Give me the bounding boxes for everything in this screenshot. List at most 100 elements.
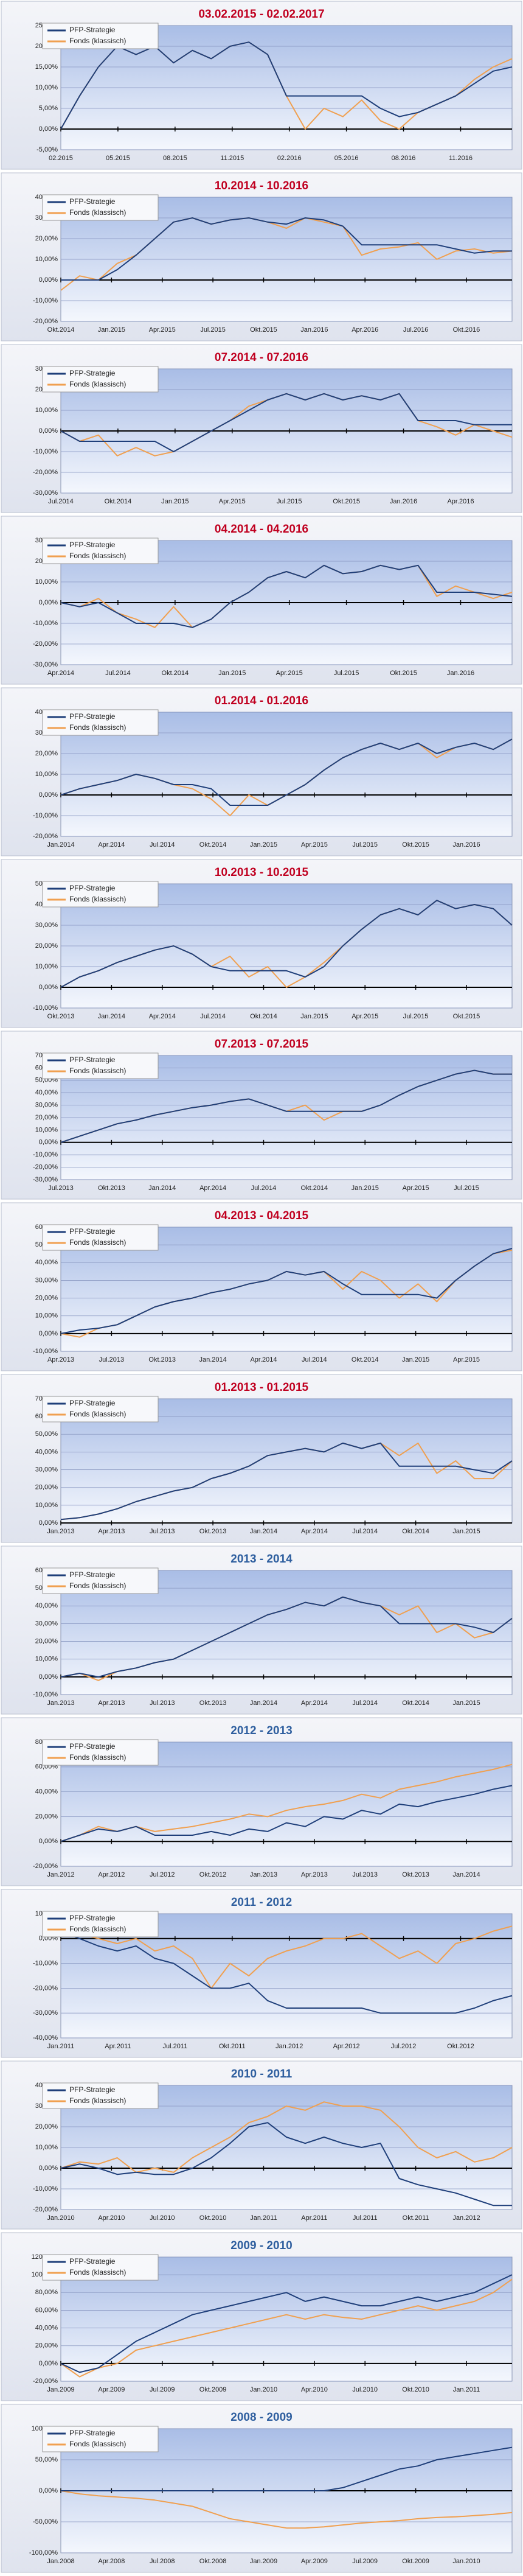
- y-tick-label: -10,00%: [33, 1960, 58, 1967]
- legend-label: Fonds (klassisch): [69, 1581, 126, 1590]
- x-tick-label: Jul.2015: [352, 841, 378, 849]
- x-tick-label: Jan.2012: [47, 1871, 74, 1878]
- y-tick-label: -40,00%: [33, 2034, 58, 2042]
- chart-title: 03.02.2015 - 02.02.2017: [198, 8, 324, 21]
- x-tick-label: Jul.2012: [150, 1871, 175, 1878]
- chart-title: 2009 - 2010: [230, 2239, 292, 2252]
- legend-label: Fonds (klassisch): [69, 2096, 126, 2105]
- x-tick-label: Jul.2013: [352, 1871, 378, 1878]
- x-tick-label: Apr.2014: [47, 670, 74, 677]
- legend-box: [42, 1052, 159, 1079]
- y-tick-label: 30,00%: [35, 1620, 58, 1627]
- x-tick-label: Apr.2015: [276, 670, 303, 677]
- y-tick-label: -10,00%: [33, 2185, 58, 2193]
- x-tick-label: Okt.2010: [402, 2386, 429, 2393]
- x-tick-label: Jan.2015: [218, 670, 246, 677]
- x-tick-label: Jul.2014: [105, 670, 131, 677]
- x-tick-label: Jan.2011: [47, 2043, 74, 2050]
- y-tick-label: 30,00%: [35, 922, 58, 929]
- legend-box: [42, 709, 159, 736]
- legend-label: PFP-Strategie: [69, 1399, 116, 1407]
- legend: PFP-Strategie Fonds (klassisch): [42, 2082, 159, 2109]
- x-tick-label: Apr.2010: [98, 2214, 125, 2222]
- y-tick-label: 0,00%: [39, 2165, 58, 2172]
- series-line: [60, 1069, 512, 1143]
- series-line: [61, 217, 512, 281]
- x-tick-label: Jul.2010: [150, 2214, 175, 2222]
- chart-title: 2011 - 2012: [231, 1896, 292, 1909]
- x-tick-label: Okt.2013: [402, 1871, 429, 1878]
- x-tick-label: Jul.2013: [150, 1699, 175, 1707]
- x-tick-label: Jul.2014: [48, 498, 74, 505]
- y-tick-label: 40,00%: [35, 1602, 58, 1609]
- x-tick-label: Jan.2016: [390, 498, 417, 505]
- legend: PFP-Strategie Fonds (klassisch): [42, 1224, 159, 1251]
- legend-label: Fonds (klassisch): [69, 2440, 126, 2448]
- x-tick-label: Jan.2013: [47, 1699, 74, 1707]
- x-tick-label: Okt.2014: [402, 1699, 429, 1707]
- y-tick-label: 0,00%: [39, 276, 58, 284]
- x-tick-label: Okt.2015: [250, 326, 277, 334]
- legend-label: Fonds (klassisch): [69, 37, 126, 45]
- x-tick-label: Apr.2009: [98, 2386, 125, 2393]
- y-tick-label: 10,00%: [35, 1312, 58, 1320]
- x-tick-label: Jul.2014: [352, 1699, 378, 1707]
- y-tick-label: -20,00%: [33, 1984, 58, 1992]
- x-tick-label: Apr.2014: [199, 1185, 226, 1192]
- x-tick-label: Jul.2014: [200, 1013, 226, 1020]
- y-tick-label: 10,00%: [35, 407, 58, 414]
- chart-title: 07.2014 - 07.2016: [215, 351, 308, 364]
- y-tick-label: 0,00%: [39, 1838, 58, 1845]
- x-tick-label: 05.2016: [334, 155, 359, 162]
- y-tick-label: -30,00%: [33, 1176, 58, 1183]
- y-tick-label: 20,00%: [35, 750, 58, 757]
- y-tick-label: 20,00%: [35, 2342, 58, 2350]
- x-tick-label: Okt.2014: [162, 670, 189, 677]
- legend-label: Fonds (klassisch): [69, 551, 126, 560]
- y-tick-label: 20,00%: [35, 1637, 58, 1645]
- chart-title: 10.2014 - 10.2016: [215, 180, 308, 192]
- y-tick-label: 30,00%: [35, 1102, 58, 1109]
- legend-label: Fonds (klassisch): [69, 380, 126, 388]
- series-line: [60, 2278, 513, 2378]
- y-tick-label: 10,00%: [35, 256, 58, 263]
- x-tick-label: Apr.2012: [98, 1871, 125, 1878]
- x-tick-label: Jan.2008: [47, 2558, 74, 2565]
- y-tick-label: 0,00%: [39, 427, 58, 435]
- series-line: [60, 1930, 513, 2014]
- y-tick-label: 30,00%: [35, 1466, 58, 1473]
- x-tick-label: Apr.2016: [447, 498, 474, 505]
- series-line: [61, 2446, 513, 2491]
- x-tick-label: Jul.2013: [48, 1185, 74, 1192]
- x-tick-label: Jan.2009: [250, 2558, 277, 2565]
- y-tick-label: -10,00%: [33, 1004, 58, 1012]
- x-tick-label: Jan.2012: [275, 2043, 303, 2050]
- series-line: [60, 393, 512, 452]
- y-tick-label: 20,00%: [35, 1114, 58, 1121]
- x-tick-label: Jan.2011: [453, 2386, 480, 2393]
- chart-panel: 01.2013 - 01.2015 0,00% 10,00% 20,00% 30,00%…: [1, 1374, 522, 1543]
- chart-panel: 10.2013 - 10.2015 -10,00% 0,00% 10,00% 20,00…: [1, 859, 522, 1028]
- y-tick-label: 0,00%: [39, 2360, 58, 2367]
- x-tick-label: Apr.2015: [453, 1356, 480, 1363]
- y-tick-label: 0,00%: [39, 1519, 58, 1527]
- y-tick-label: 20,00%: [35, 2123, 58, 2130]
- y-tick-label: -50,00%: [33, 2518, 58, 2525]
- x-tick-label: Jan.2014: [47, 841, 74, 849]
- x-tick-label: Okt.2014: [352, 1356, 379, 1363]
- x-tick-label: Apr.2013: [47, 1356, 74, 1363]
- y-tick-label: 10,00%: [35, 2144, 58, 2151]
- series-line: [60, 564, 513, 628]
- x-tick-label: Jul.2015: [403, 1013, 429, 1020]
- y-tick-label: -20,00%: [33, 1164, 58, 1171]
- x-tick-label: Jan.2009: [47, 2386, 74, 2393]
- legend-box: [42, 1739, 159, 1766]
- chart-title: 2010 - 2011: [231, 2068, 293, 2081]
- chart-title: 10.2013 - 10.2015: [215, 866, 309, 879]
- x-tick-label: Jul.2013: [150, 1528, 175, 1535]
- x-tick-label: Jan.2015: [352, 1185, 379, 1192]
- legend-label: PFP-Strategie: [69, 2257, 116, 2266]
- y-tick-label: 10,00%: [35, 1126, 58, 1133]
- x-tick-label: Jan.2014: [199, 1356, 226, 1363]
